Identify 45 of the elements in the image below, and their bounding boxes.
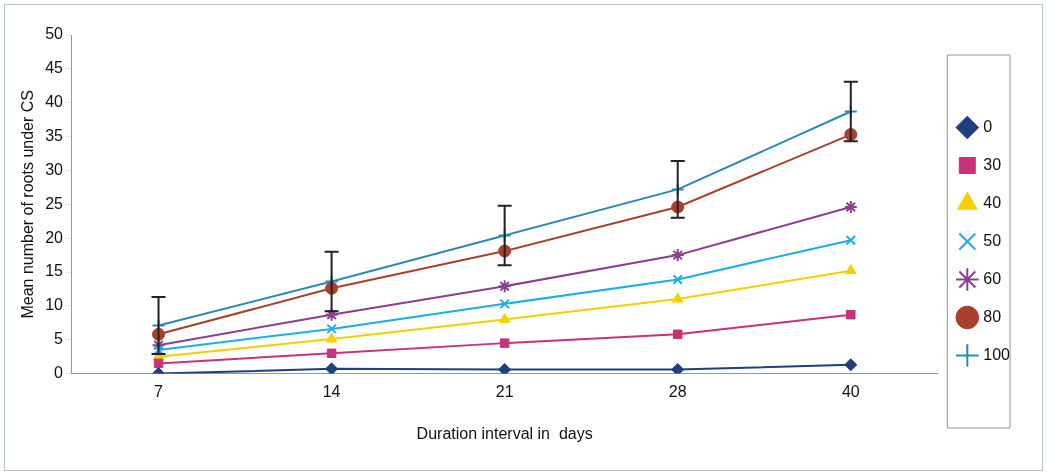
point	[325, 362, 339, 374]
point	[499, 298, 510, 310]
x-tick-label: 14	[322, 382, 341, 400]
y-tick-label: 15	[45, 262, 64, 280]
y-tick-label: 10	[45, 296, 64, 314]
legend-label: 80	[983, 307, 1002, 325]
legend-label: 0	[983, 117, 993, 135]
y-tick-label: 0	[54, 364, 64, 382]
point	[845, 264, 857, 275]
point	[499, 338, 510, 348]
point	[672, 274, 683, 285]
x-tick-label: 21	[495, 382, 514, 400]
y-tick-label: 50	[45, 25, 64, 43]
x-tick-label: 28	[668, 382, 687, 400]
point	[672, 292, 684, 303]
point	[326, 323, 337, 335]
y-tick-label: 45	[45, 59, 64, 77]
x-axis-title: Duration interval in days	[416, 424, 593, 442]
x-tick-label: 40	[841, 382, 860, 400]
point	[672, 329, 683, 340]
legend-label: 60	[983, 269, 1002, 287]
legend-label: 100	[983, 345, 1011, 363]
y-tick-label: 30	[45, 160, 64, 178]
y-axis-title: Mean number of roots under CS	[19, 90, 37, 319]
legend-label: 40	[983, 193, 1002, 211]
point	[325, 332, 338, 343]
legend-label: 50	[983, 231, 1002, 249]
y-tick-label: 20	[45, 228, 64, 246]
point	[846, 309, 856, 320]
point	[153, 358, 164, 369]
legend-label: 30	[983, 155, 1002, 173]
point	[843, 200, 858, 215]
point	[497, 279, 512, 294]
point	[326, 348, 337, 359]
point	[670, 248, 685, 263]
y-tick-label: 35	[45, 126, 64, 144]
point	[498, 363, 512, 374]
y-tick-label: 25	[45, 194, 64, 212]
point	[498, 312, 511, 323]
point	[844, 358, 858, 372]
point	[845, 234, 857, 246]
x-tick-label: 7	[154, 382, 164, 400]
y-tick-label: 40	[45, 93, 64, 111]
y-tick-label: 5	[54, 330, 64, 348]
point	[671, 363, 685, 374]
